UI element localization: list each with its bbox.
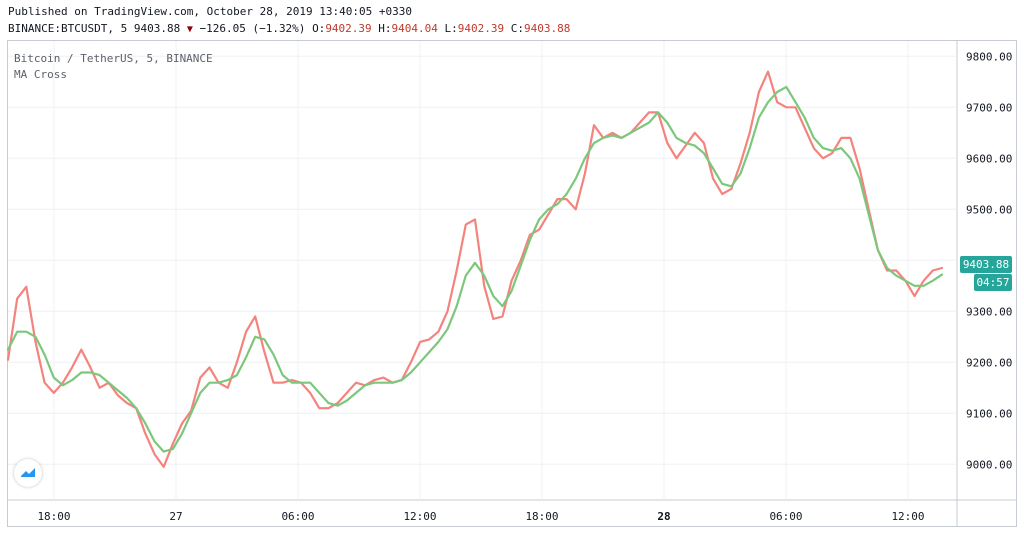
y-tick-label: 9300.00 (966, 305, 1012, 318)
ohlc-line: BINANCE:BTCUSDT, 5 9403.88 ▼ −126.05 (−1… (8, 22, 570, 37)
down-triangle-icon: ▼ (186, 24, 193, 35)
tradingview-logo[interactable] (14, 459, 42, 487)
y-tick-label: 9000.00 (966, 458, 1012, 471)
high-label: H: (378, 22, 392, 35)
y-tick-label: 9800.00 (966, 50, 1012, 63)
low-label: L: (444, 22, 458, 35)
y-tick-label: 9500.00 (966, 203, 1012, 216)
close-label: C: (510, 22, 525, 35)
y-tick-label: 9100.00 (966, 407, 1012, 420)
x-tick-label: 28 (657, 510, 670, 523)
chart-frame (7, 40, 1017, 527)
x-tick-label: 06:00 (769, 510, 802, 523)
open-value: 9402.39 (325, 22, 372, 35)
fast-ma-line (6, 70, 944, 468)
symbol-line: BINANCE:BTCUSDT, 5 9403.88 (8, 22, 181, 35)
logo-icon (21, 468, 35, 477)
x-tick-label: 12:00 (403, 510, 436, 523)
x-tick-label: 12:00 (891, 510, 924, 523)
low-value: 9402.39 (457, 22, 505, 35)
high-value: 9404.04 (391, 22, 438, 35)
last-price-tag: 9403.88 (960, 256, 1012, 273)
y-tick-label: 9600.00 (966, 152, 1012, 165)
bar-countdown-tag: 04:57 (974, 274, 1012, 291)
change-value: −126.05 (−1.32%) (199, 22, 306, 35)
instrument-legend[interactable]: Bitcoin / TetherUS, 5, BINANCE (14, 52, 213, 65)
x-tick-label: 06:00 (281, 510, 314, 523)
published-line: Published on TradingView.com, October 28… (8, 5, 412, 18)
slow-ma-line (6, 85, 944, 453)
y-tick-label: 9700.00 (966, 101, 1012, 114)
open-label: O: (312, 22, 326, 35)
indicator-legend[interactable]: MA Cross (14, 68, 67, 81)
close-value: 9403.88 (524, 22, 571, 35)
x-tick-label: 27 (169, 510, 182, 523)
y-tick-label: 9200.00 (966, 356, 1012, 369)
x-tick-label: 18:00 (525, 510, 558, 523)
x-tick-label: 18:00 (37, 510, 70, 523)
